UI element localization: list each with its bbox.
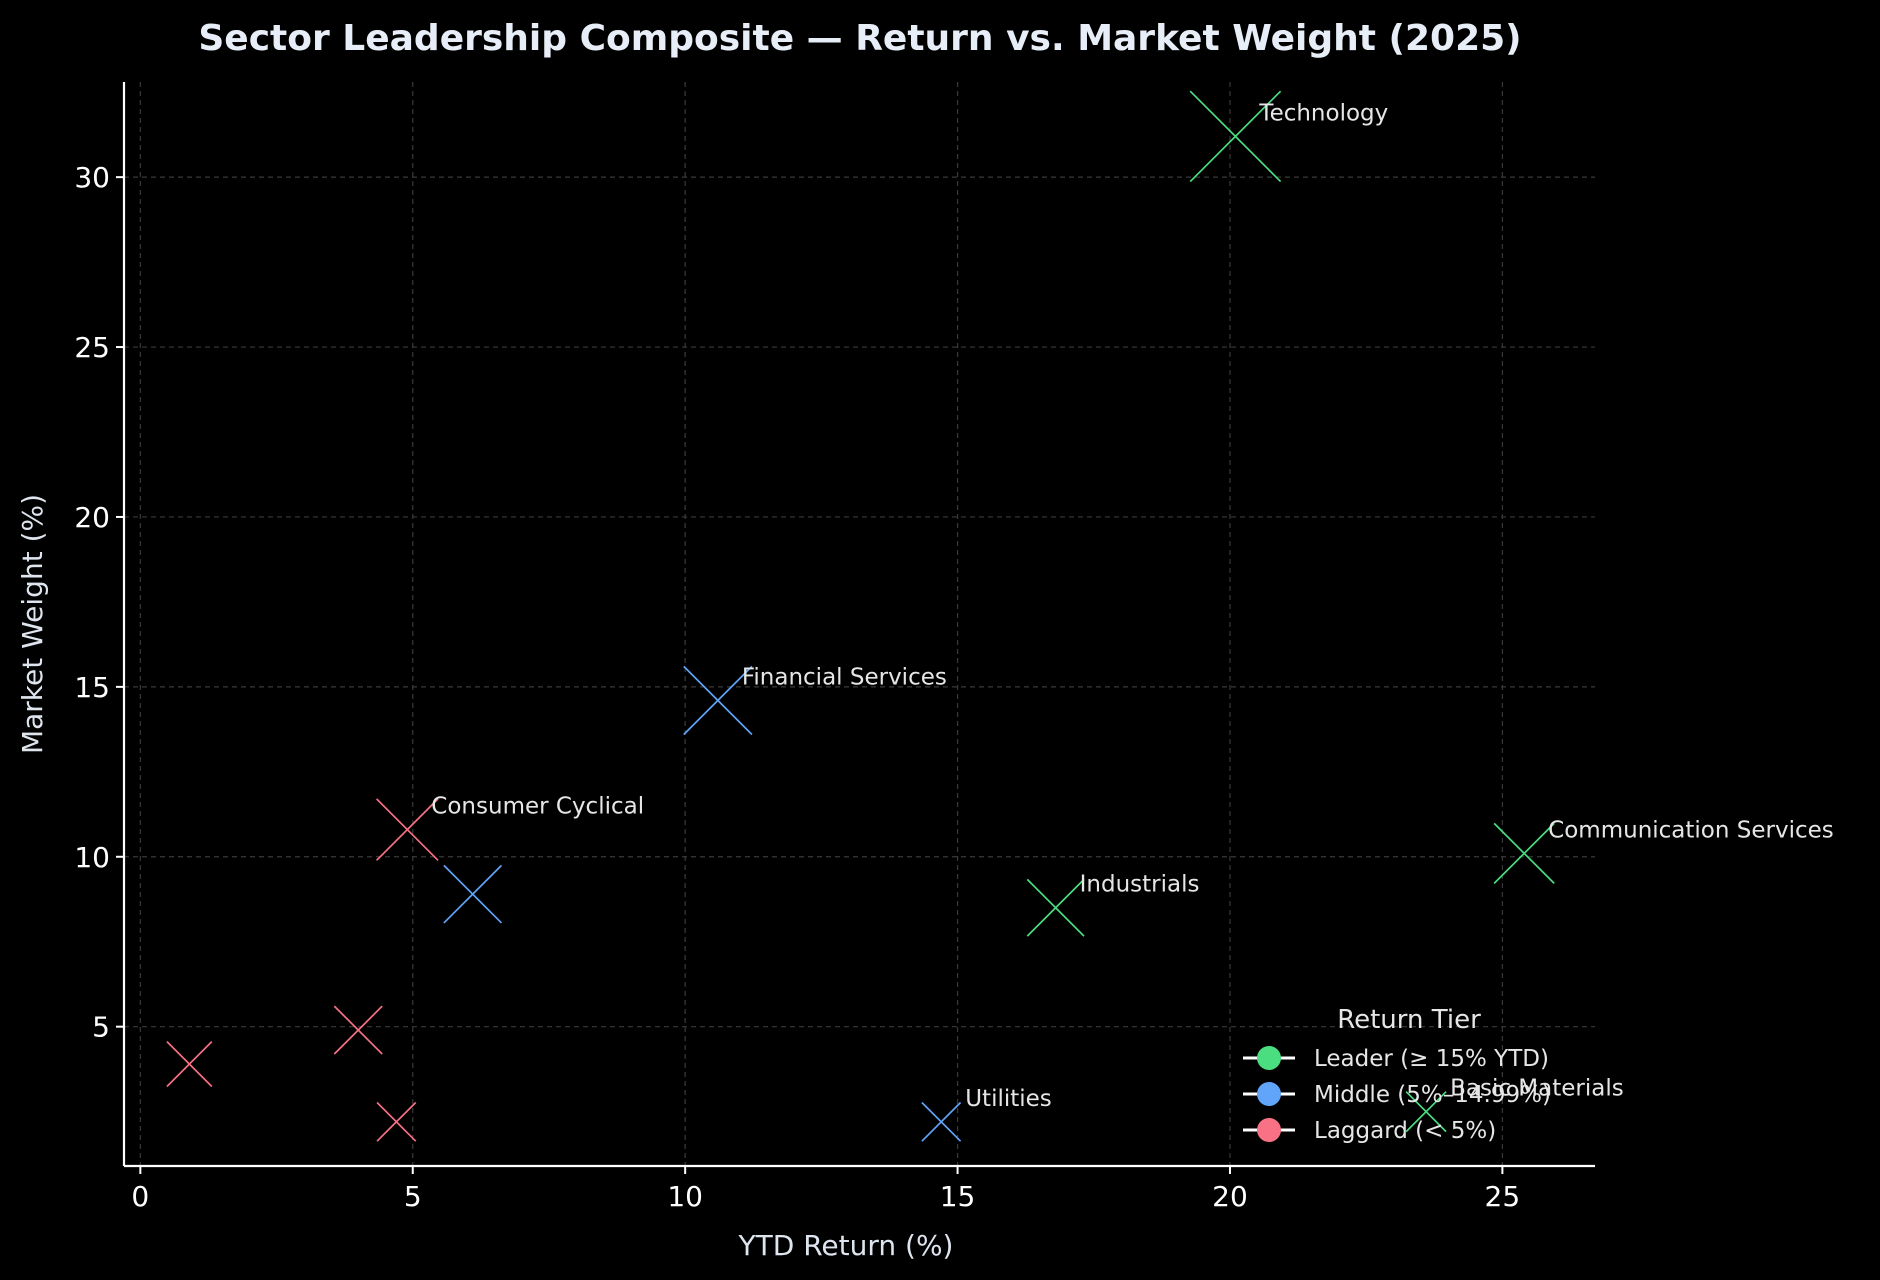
y-tick-label: 10 [74,841,110,874]
data-point [1493,822,1555,884]
y-tick-label: 25 [74,331,110,364]
point-label: Financial Services [742,664,947,690]
data-point [1405,1091,1447,1133]
data-point-stroke [1493,822,1555,884]
data-point-stroke [1189,90,1282,183]
point-label: Communication Services [1548,817,1834,843]
legend-label: Middle (5%–14.99%) [1314,1082,1551,1108]
y-axis-label: Market Weight (%) [16,494,49,754]
x-tick-label: 20 [1212,1180,1248,1213]
x-tick-label: 25 [1485,1180,1521,1213]
data-point-stroke [375,798,439,861]
data-point [166,1041,213,1088]
data-point-stroke [443,864,503,924]
data-point-stroke [376,1101,417,1142]
x-tick-label: 15 [940,1180,976,1213]
grid [124,82,1595,1166]
data-points [166,90,1555,1142]
point-label: Utilities [965,1086,1052,1112]
data-point-stroke [683,665,753,736]
x-tick-label: 0 [131,1180,149,1213]
point-label: Basic Materials [1450,1076,1624,1102]
data-point [921,1101,962,1142]
data-point-stroke [333,1005,383,1055]
legend-marker [1257,1046,1281,1070]
point-label: Consumer Cyclical [431,794,644,820]
legend-entry: Leader (≥ 15% YTD) [1243,1046,1549,1072]
data-point [375,798,439,861]
data-point [1189,90,1282,183]
legend-entry: Middle (5%–14.99%) [1243,1082,1551,1108]
data-point-stroke [921,1101,962,1142]
point-annotations: Technology Communication Services Industri… [431,100,1833,1111]
legend: Return Tier Leader (≥ 15% YTD) Middle (5%… [1243,1005,1551,1144]
legend-label: Leader (≥ 15% YTD) [1314,1046,1549,1072]
chart-title: Sector Leadership Composite — Return vs.… [198,18,1521,59]
x-tick-label: 10 [667,1180,703,1213]
y-tick-label: 15 [74,671,110,704]
data-point-stroke [1405,1091,1447,1133]
data-point-stroke [166,1041,213,1088]
point-label: Industrials [1080,872,1200,898]
x-axis-label: YTD Return (%) [738,1229,954,1262]
data-point [376,1101,417,1142]
legend-title: Return Tier [1337,1005,1481,1035]
x-tick-label: 5 [404,1180,422,1213]
legend-label: Laggard (< 5%) [1314,1118,1496,1144]
legend-marker [1257,1082,1281,1106]
legend-entry: Laggard (< 5%) [1243,1118,1496,1144]
data-point [443,864,503,924]
data-point-stroke [1026,878,1085,937]
y-tick-label: 30 [74,161,110,194]
ticks: 0 5 10 15 20 25 5 10 15 20 25 30 [74,161,1520,1213]
data-point [683,665,753,736]
legend-marker [1257,1118,1281,1142]
y-tick-label: 5 [92,1011,110,1044]
y-tick-label: 20 [74,501,110,534]
data-point [1026,878,1085,937]
point-label: Technology [1258,100,1388,126]
axes [122,82,1595,1168]
data-point [333,1005,383,1055]
